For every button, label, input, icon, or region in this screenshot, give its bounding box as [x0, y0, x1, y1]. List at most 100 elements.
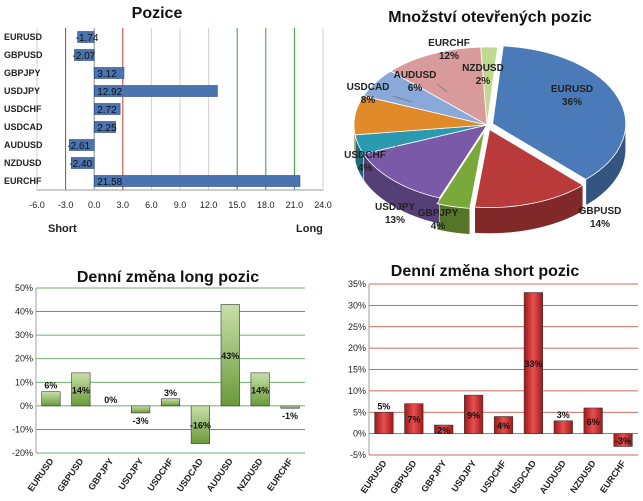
positions-x-tick-label: 18.0 — [257, 200, 275, 210]
long-change-value-labels: 6% 14% 0% -3% 3% -16% 43% 14% -1% — [44, 351, 298, 431]
long-change-bar-eurusd — [41, 391, 61, 407]
long-change-y-tick-label: -10% — [12, 424, 33, 434]
short-change-category-gbpusd: GBPUSD — [388, 458, 419, 496]
short-change-bar-usdchf — [493, 416, 514, 434]
short-change-category-eurchf: EURCHF — [598, 458, 628, 495]
positions-value-label-nzdusd: -2.40 — [69, 159, 92, 170]
positions-category-gbpusd: GBPUSD — [4, 50, 43, 60]
pie-label-gbpjpy: GBPJPY — [418, 208, 459, 219]
short-change-y-tick-label: 30% — [348, 300, 366, 310]
short-change-y-tick-label: 20% — [348, 343, 366, 353]
pie-percent-eurchf: 12% — [439, 51, 459, 62]
pie-percent-usdcad: 8% — [361, 95, 376, 106]
positions-bar-usdjpy — [93, 85, 218, 97]
pie-percent-audusd: 6% — [408, 83, 423, 94]
short-change-chart-title: Denní změna short pozic — [391, 263, 580, 280]
pie-slice-usdjpy — [362, 124, 488, 199]
positions-bar-usdchf — [93, 103, 121, 115]
positions-x-tick-label: 9.0 — [174, 200, 187, 210]
pie-percent-usdchf: 4% — [358, 163, 373, 174]
short-change-category-usdjpy: USDJPY — [449, 458, 478, 493]
pie-labels: EURUSD 36% GBPUSD 14% GBPJPY 4% USDJPY 13% USDCH… — [344, 38, 621, 232]
pie-percent-usdjpy: 13% — [385, 215, 405, 226]
long-change-category-audusd: AUDUSD — [205, 456, 236, 494]
long-change-category-usdjpy: USDJPY — [116, 456, 145, 491]
long-change-value-label-eurusd: 6% — [44, 381, 57, 391]
long-change-y-tick-label: 0% — [20, 401, 33, 411]
pie-label-usdcad: USDCAD — [347, 82, 390, 93]
positions-bars: -1.74 -2.073.12 12.92 2.72 2.25 -2.61 -2.40 21.… — [67, 31, 301, 188]
open-positions-pie-chart: Množství otevřených pozic EURUSD 36% GBPUS… — [344, 9, 627, 235]
positions-x-tick-label: 24.0 — [314, 200, 332, 210]
short-change-y-tick-label: 15% — [348, 365, 366, 375]
positions-value-label-usdjpy: 12.92 — [97, 87, 122, 98]
pie-slice-eurchf — [390, 46, 488, 126]
positions-x-tick-label: -6.0 — [29, 200, 45, 210]
short-change-value-label-gbpjpy: 2% — [437, 425, 450, 435]
long-change-y-tick-label: 20% — [15, 354, 33, 364]
long-change-value-label-audusd: 43% — [221, 351, 239, 361]
long-change-bar-nzdusd — [250, 372, 270, 407]
pie-percent-eurusd: 36% — [562, 97, 582, 108]
short-change-chart: Denní změna short pozic -5% 0% 5% 10% 15% 20%… — [348, 263, 638, 496]
pie-label-nzdusd: NZDUSD — [462, 63, 504, 74]
pie-chart-title: Množství otevřených pozic — [388, 9, 592, 26]
short-change-y-tick-label: 25% — [348, 322, 366, 332]
positions-category-eurusd: EURUSD — [4, 32, 43, 42]
short-change-bar-audusd — [553, 420, 573, 434]
long-change-y-tick-label: 50% — [15, 283, 33, 293]
long-change-chart-title: Denní změna long pozic — [77, 269, 259, 286]
pie-label-audusd: AUDUSD — [394, 70, 437, 81]
positions-category-gbpjpy: GBPJPY — [4, 68, 41, 78]
positions-long-label: Long — [296, 223, 323, 235]
pie-slices — [353, 45, 627, 235]
positions-bar-eurusd — [77, 31, 95, 43]
positions-value-label-gbpjpy: 3.12 — [97, 69, 117, 80]
positions-category-audusd: AUDUSD — [4, 140, 43, 150]
short-change-category-eurusd: EURUSD — [359, 458, 389, 495]
positions-bar-gbpusd — [74, 49, 95, 61]
pie-slice-gbpusd — [474, 128, 584, 208]
positions-x-tick-label: 3.0 — [117, 200, 130, 210]
short-change-value-label-eurusd: 5% — [377, 401, 390, 411]
short-change-y-tick-label: 5% — [353, 407, 366, 417]
positions-bar-audusd — [69, 139, 95, 151]
short-change-value-label-usdchf: 4% — [497, 421, 510, 431]
long-change-bars — [41, 304, 300, 444]
long-change-category-nzdusd: NZDUSD — [235, 456, 265, 493]
positions-x-tick-label: 12.0 — [200, 200, 218, 210]
pie-percent-gbpjpy: 4% — [431, 221, 446, 232]
positions-value-label-usdchf: 2.72 — [97, 105, 117, 116]
long-change-value-label-usdchf: 3% — [164, 388, 177, 398]
pie-percent-gbpusd: 14% — [590, 219, 610, 230]
short-change-category-audusd: AUDUSD — [538, 458, 569, 496]
short-change-y-tick-label: 10% — [348, 386, 366, 396]
long-change-chart: Denní změna long pozic -20% -10% 0% 10% 20% 3… — [12, 269, 305, 494]
short-change-y-tick-label: 0% — [353, 429, 366, 439]
positions-short-label: Short — [48, 223, 77, 235]
positions-category-nzdusd: NZDUSD — [4, 158, 42, 168]
pie-label-usdjpy: USDJPY — [375, 202, 415, 213]
long-change-value-label-gbpusd: 14% — [72, 385, 90, 395]
short-change-value-label-nzdusd: 6% — [587, 417, 600, 427]
pie-slice-nzdusd — [480, 46, 499, 126]
long-change-gridlines — [35, 287, 305, 454]
long-change-bar-usdcad — [190, 405, 210, 444]
positions-category-eurchf: EURCHF — [4, 176, 42, 186]
short-change-bar-usdjpy — [464, 394, 484, 434]
positions-bar-gbpjpy — [93, 67, 125, 79]
short-change-value-label-audusd: 3% — [557, 410, 570, 420]
long-change-value-label-gbpjpy: 0% — [104, 395, 117, 405]
pie-label-gbpusd: GBPUSD — [579, 206, 622, 217]
long-change-y-tick-label: 30% — [15, 330, 33, 340]
long-change-category-eurchf: EURCHF — [265, 456, 295, 493]
positions-value-label-gbpusd: -2.07 — [72, 51, 95, 62]
short-change-bar-eurchf — [613, 433, 633, 447]
positions-value-label-audusd: -2.61 — [67, 141, 90, 152]
long-change-category-eurusd: EURUSD — [26, 456, 56, 493]
short-change-bar-gbpusd — [404, 403, 424, 434]
positions-category-labels: EURUSD GBPUSD GBPJPY USDJPY USDCHF USDCAD AUDU… — [4, 32, 43, 186]
short-change-value-label-gbpusd: 7% — [407, 415, 420, 425]
long-change-category-usdcad: USDCAD — [175, 456, 206, 494]
